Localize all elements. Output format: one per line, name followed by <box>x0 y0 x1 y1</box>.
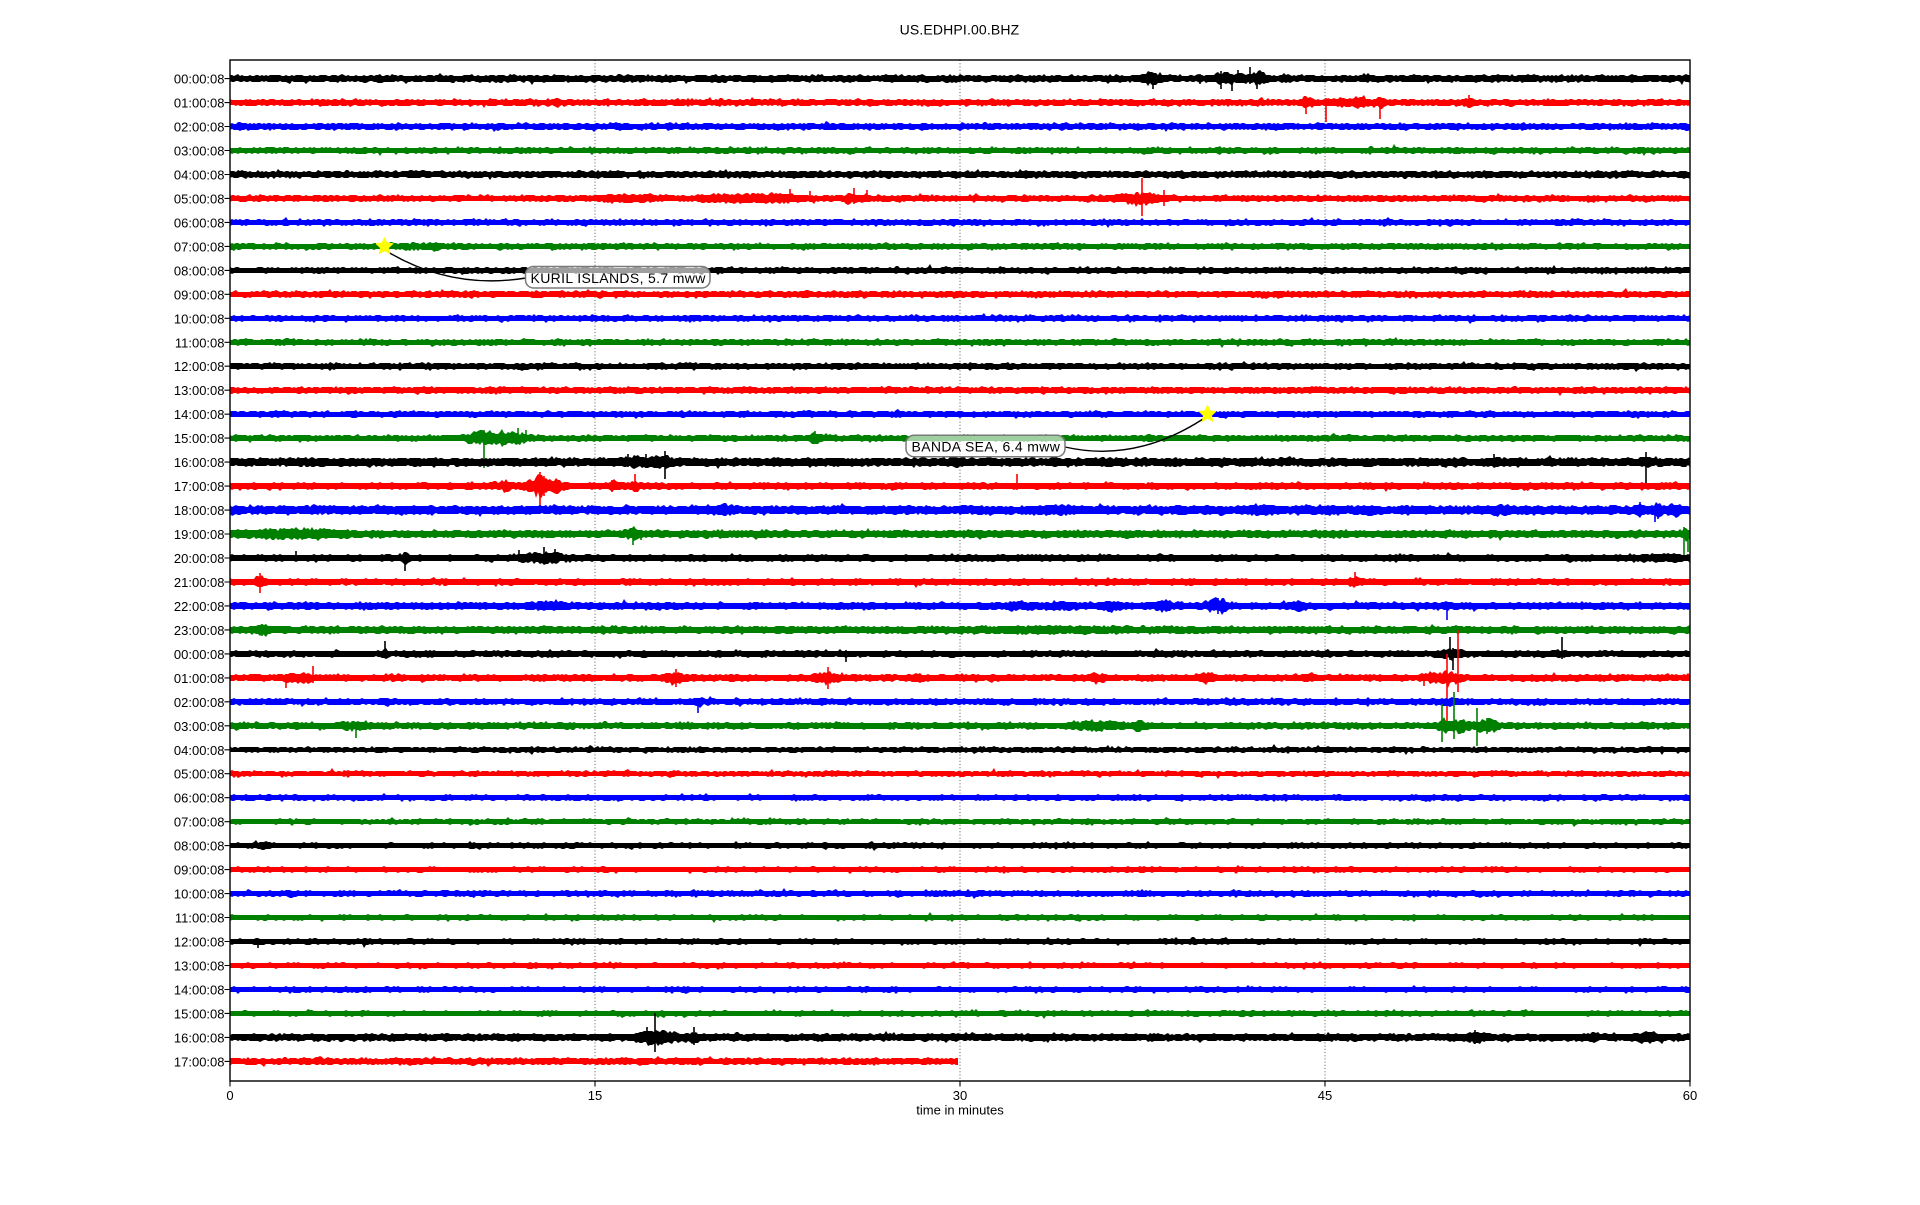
svg-text:20:00:08: 20:00:08 <box>174 551 225 566</box>
svg-text:19:00:08: 19:00:08 <box>174 527 225 542</box>
svg-text:01:00:08: 01:00:08 <box>174 96 225 111</box>
svg-text:14:00:08: 14:00:08 <box>174 983 225 998</box>
svg-text:02:00:08: 02:00:08 <box>174 120 225 135</box>
svg-text:10:00:08: 10:00:08 <box>174 887 225 902</box>
svg-text:03:00:08: 03:00:08 <box>174 144 225 159</box>
svg-text:11:00:08: 11:00:08 <box>175 911 225 926</box>
svg-text:00:00:08: 00:00:08 <box>174 647 225 662</box>
svg-text:time in minutes: time in minutes <box>916 1102 1004 1117</box>
svg-text:10:00:08: 10:00:08 <box>174 311 225 326</box>
svg-text:12:00:08: 12:00:08 <box>174 935 225 950</box>
svg-text:45: 45 <box>1318 1088 1332 1103</box>
svg-text:18:00:08: 18:00:08 <box>174 503 225 518</box>
svg-text:13:00:08: 13:00:08 <box>174 959 225 974</box>
svg-text:07:00:08: 07:00:08 <box>174 239 225 254</box>
svg-text:08:00:08: 08:00:08 <box>174 839 225 854</box>
svg-text:02:00:08: 02:00:08 <box>174 695 225 710</box>
svg-text:15:00:08: 15:00:08 <box>174 1006 225 1021</box>
svg-text:BANDA SEA, 6.4 mww: BANDA SEA, 6.4 mww <box>912 439 1061 455</box>
svg-text:07:00:08: 07:00:08 <box>174 815 225 830</box>
svg-text:06:00:08: 06:00:08 <box>174 215 225 230</box>
svg-text:17:00:08: 17:00:08 <box>174 1054 225 1069</box>
svg-text:23:00:08: 23:00:08 <box>174 623 225 638</box>
svg-text:15:00:08: 15:00:08 <box>174 431 225 446</box>
svg-text:06:00:08: 06:00:08 <box>174 791 225 806</box>
svg-text:12:00:08: 12:00:08 <box>174 359 225 374</box>
svg-text:60: 60 <box>1683 1088 1697 1103</box>
svg-text:17:00:08: 17:00:08 <box>174 479 225 494</box>
svg-text:04:00:08: 04:00:08 <box>174 743 225 758</box>
svg-text:00:00:08: 00:00:08 <box>174 72 225 87</box>
svg-text:0: 0 <box>226 1088 233 1103</box>
svg-text:16:00:08: 16:00:08 <box>174 1030 225 1045</box>
svg-text:30: 30 <box>953 1088 967 1103</box>
svg-text:15: 15 <box>588 1088 602 1103</box>
svg-text:08:00:08: 08:00:08 <box>174 263 225 278</box>
svg-text:05:00:08: 05:00:08 <box>174 191 225 206</box>
svg-text:01:00:08: 01:00:08 <box>174 671 225 686</box>
svg-text:21:00:08: 21:00:08 <box>174 575 225 590</box>
svg-text:13:00:08: 13:00:08 <box>174 383 225 398</box>
svg-text:14:00:08: 14:00:08 <box>174 407 225 422</box>
svg-text:11:00:08: 11:00:08 <box>175 335 225 350</box>
svg-text:09:00:08: 09:00:08 <box>174 287 225 302</box>
svg-text:04:00:08: 04:00:08 <box>174 168 225 183</box>
svg-text:09:00:08: 09:00:08 <box>174 863 225 878</box>
svg-text:US.EDHPI.00.BHZ: US.EDHPI.00.BHZ <box>900 22 1020 38</box>
svg-text:22:00:08: 22:00:08 <box>174 599 225 614</box>
svg-text:16:00:08: 16:00:08 <box>174 455 225 470</box>
svg-text:05:00:08: 05:00:08 <box>174 767 225 782</box>
svg-text:03:00:08: 03:00:08 <box>174 719 225 734</box>
svg-text:KURIL ISLANDS, 5.7 mww: KURIL ISLANDS, 5.7 mww <box>531 270 707 286</box>
